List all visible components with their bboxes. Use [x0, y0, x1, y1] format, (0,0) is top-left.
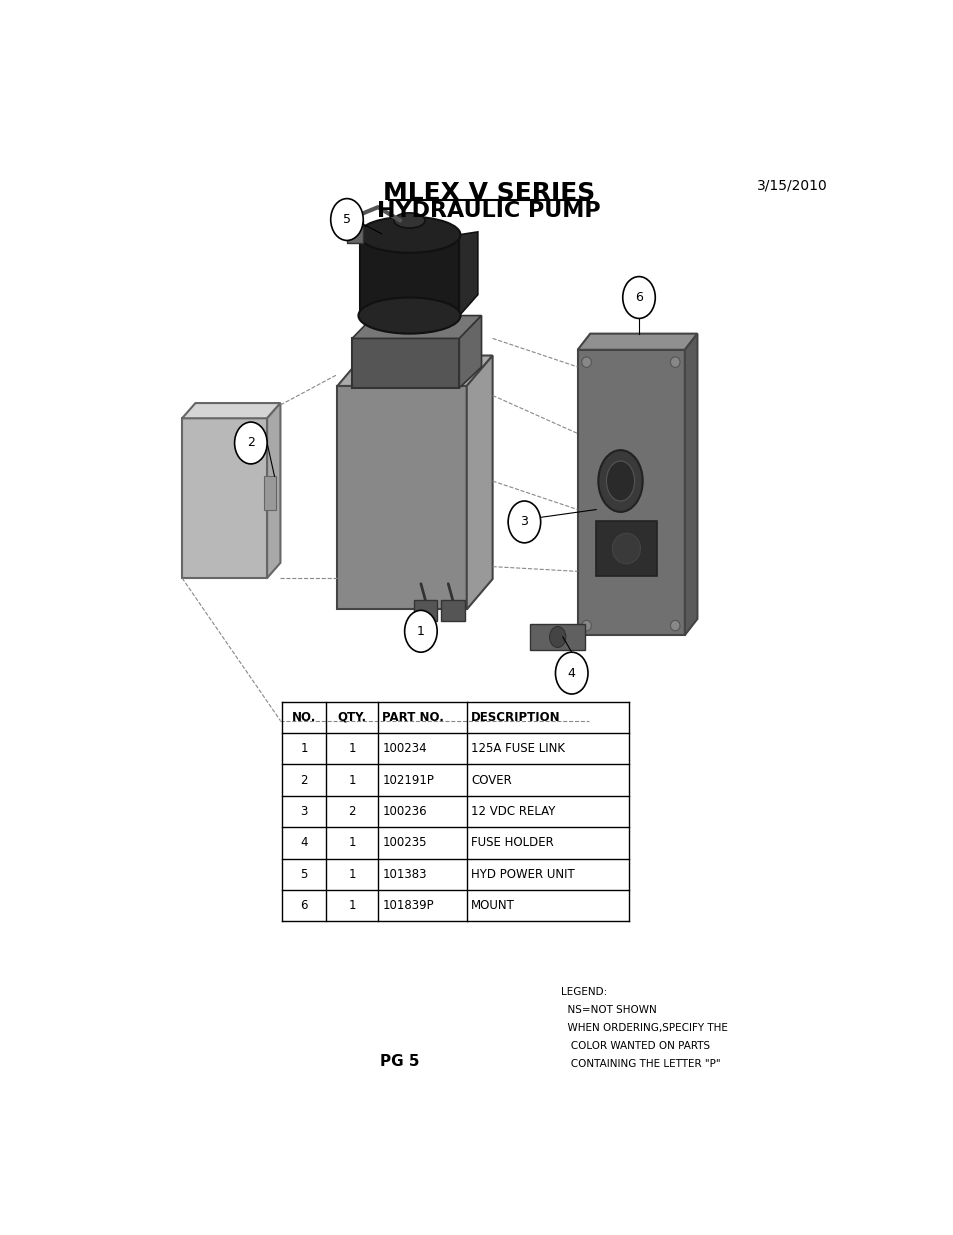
Ellipse shape — [358, 216, 460, 253]
FancyBboxPatch shape — [352, 338, 459, 388]
Text: 1: 1 — [348, 899, 355, 913]
Text: 1: 1 — [300, 742, 308, 756]
Text: NS=NOT SHOWN: NS=NOT SHOWN — [560, 1005, 657, 1015]
Polygon shape — [577, 333, 697, 350]
Text: 2: 2 — [348, 805, 355, 818]
FancyBboxPatch shape — [413, 600, 436, 621]
Circle shape — [404, 610, 436, 652]
Text: 6: 6 — [300, 899, 308, 913]
Text: 4: 4 — [567, 667, 575, 679]
Ellipse shape — [394, 212, 424, 228]
FancyBboxPatch shape — [440, 600, 464, 621]
Text: 3/15/2010: 3/15/2010 — [756, 179, 826, 193]
Text: COVER: COVER — [471, 773, 512, 787]
Text: 2: 2 — [300, 773, 308, 787]
Text: WHEN ORDERING,SPECIFY THE: WHEN ORDERING,SPECIFY THE — [560, 1023, 727, 1032]
Circle shape — [508, 501, 540, 543]
Text: 2: 2 — [247, 436, 254, 450]
Polygon shape — [352, 316, 481, 338]
Text: 3: 3 — [300, 805, 308, 818]
Ellipse shape — [358, 298, 460, 333]
Polygon shape — [459, 316, 481, 388]
Polygon shape — [267, 403, 280, 578]
Text: DESCRIPTION: DESCRIPTION — [471, 711, 560, 724]
Polygon shape — [182, 403, 280, 419]
Ellipse shape — [612, 534, 639, 563]
Circle shape — [622, 277, 655, 319]
Text: QTY.: QTY. — [337, 711, 366, 724]
Text: 125A FUSE LINK: 125A FUSE LINK — [471, 742, 564, 756]
Text: NO.: NO. — [292, 711, 316, 724]
Text: 4: 4 — [300, 836, 308, 850]
Text: PG 5: PG 5 — [380, 1053, 419, 1068]
Polygon shape — [459, 232, 477, 316]
Text: MLEX V SERIES: MLEX V SERIES — [382, 182, 595, 205]
Text: 101839P: 101839P — [382, 899, 434, 913]
Text: 6: 6 — [635, 291, 642, 304]
Text: 12 VDC RELAY: 12 VDC RELAY — [471, 805, 555, 818]
Circle shape — [555, 652, 587, 694]
Text: 100235: 100235 — [382, 836, 427, 850]
Ellipse shape — [581, 357, 591, 367]
Text: FUSE HOLDER: FUSE HOLDER — [471, 836, 554, 850]
Ellipse shape — [606, 461, 634, 501]
Text: CONTAINING THE LETTER "P": CONTAINING THE LETTER "P" — [560, 1060, 720, 1070]
Polygon shape — [466, 356, 492, 609]
Ellipse shape — [549, 626, 565, 647]
Text: 1: 1 — [348, 773, 355, 787]
Text: HYD POWER UNIT: HYD POWER UNIT — [471, 868, 575, 881]
Text: 100234: 100234 — [382, 742, 427, 756]
Ellipse shape — [670, 357, 679, 367]
Ellipse shape — [670, 620, 679, 631]
Text: PART NO.: PART NO. — [382, 711, 444, 724]
Text: 100236: 100236 — [382, 805, 427, 818]
Text: LEGEND:: LEGEND: — [560, 987, 607, 997]
FancyBboxPatch shape — [347, 220, 363, 243]
FancyBboxPatch shape — [264, 477, 275, 510]
Polygon shape — [684, 333, 697, 635]
Text: 3: 3 — [520, 515, 528, 529]
Text: HYDRAULIC PUMP: HYDRAULIC PUMP — [376, 201, 600, 221]
Text: MOUNT: MOUNT — [471, 899, 515, 913]
Text: 5: 5 — [300, 868, 308, 881]
Text: 102191P: 102191P — [382, 773, 434, 787]
Circle shape — [331, 199, 363, 241]
Text: 101383: 101383 — [382, 868, 427, 881]
FancyBboxPatch shape — [577, 350, 684, 635]
FancyBboxPatch shape — [337, 385, 466, 609]
Text: 1: 1 — [348, 868, 355, 881]
FancyBboxPatch shape — [596, 521, 656, 576]
FancyBboxPatch shape — [529, 624, 584, 651]
Polygon shape — [337, 356, 492, 385]
Text: 1: 1 — [416, 625, 424, 637]
Text: 1: 1 — [348, 742, 355, 756]
Text: 5: 5 — [343, 212, 351, 226]
Ellipse shape — [581, 620, 591, 631]
FancyBboxPatch shape — [359, 235, 459, 316]
Ellipse shape — [598, 450, 642, 513]
Text: COLOR WANTED ON PARTS: COLOR WANTED ON PARTS — [560, 1041, 710, 1051]
FancyBboxPatch shape — [182, 419, 267, 578]
Circle shape — [234, 422, 267, 464]
Text: 1: 1 — [348, 836, 355, 850]
